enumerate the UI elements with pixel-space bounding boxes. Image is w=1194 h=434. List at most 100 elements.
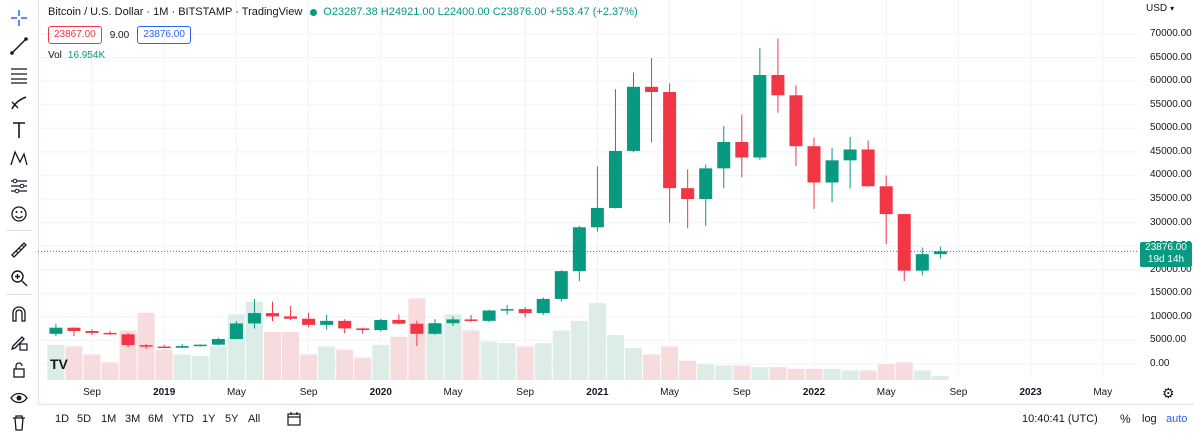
candle (67, 327, 81, 337)
candle (771, 38, 785, 113)
candle (735, 114, 749, 178)
candle (247, 298, 261, 329)
zoom-in-icon[interactable] (7, 266, 31, 290)
trash-icon[interactable] (7, 410, 31, 434)
period-button[interactable]: 1M (101, 413, 117, 425)
volume-bar (931, 376, 949, 380)
volume-bar (751, 367, 769, 380)
time-tick-label: Sep (732, 387, 751, 398)
candle (482, 309, 496, 323)
candle (753, 48, 767, 160)
volume-bar (588, 303, 606, 380)
candle-body (825, 160, 839, 183)
price-tick-label: 15000.00 (1150, 287, 1192, 299)
candle (915, 247, 929, 276)
candle-body (645, 86, 659, 92)
candle (193, 344, 207, 347)
volume-bar (282, 332, 300, 380)
crosshair-icon[interactable] (7, 6, 31, 30)
time-tick-label: May (1093, 387, 1113, 398)
candle (663, 83, 677, 223)
time-tick-label: Sep (299, 387, 318, 398)
candle-body (608, 150, 622, 208)
trend-line-icon[interactable] (7, 34, 31, 58)
candle (843, 136, 857, 189)
time-tick-label: 2019 (153, 387, 176, 398)
period-button[interactable]: 3M (125, 413, 141, 425)
period-button[interactable]: 5D (77, 413, 92, 425)
time-tick-label: Sep (83, 387, 101, 398)
date-range-icon[interactable] (286, 411, 302, 432)
price-tick-label: 10000.00 (1150, 310, 1192, 322)
candle-body (464, 319, 478, 321)
candle-body (392, 319, 406, 324)
candle (392, 314, 406, 325)
volume-bar (913, 370, 931, 380)
candle-body (897, 214, 911, 271)
volume-bar (859, 370, 877, 380)
lock-icon[interactable] (7, 358, 31, 382)
drawing-toolbar (0, 0, 39, 432)
magnet-icon[interactable] (7, 302, 31, 326)
candle (789, 85, 803, 166)
volume-value: 16.954K (67, 50, 106, 61)
candle-body (807, 146, 821, 183)
candle-body (915, 254, 929, 271)
period-button[interactable]: All (248, 413, 261, 425)
pattern-icon[interactable] (7, 146, 31, 170)
period-button[interactable]: 1Y (202, 413, 216, 425)
volume-bar (173, 354, 191, 380)
smiley-icon[interactable] (7, 202, 31, 226)
candle (356, 327, 370, 334)
fib-retracement-icon[interactable] (7, 62, 31, 86)
brush-icon[interactable] (7, 90, 31, 114)
sell-button[interactable]: 23867.00 (48, 26, 102, 44)
symbol-title[interactable]: Bitcoin / U.S. Dollar · 1M · BITSTAMP · … (48, 6, 303, 18)
candle-body (121, 334, 135, 346)
candle-body (843, 149, 857, 161)
candle (608, 89, 622, 209)
candle (897, 213, 911, 282)
candle-body (374, 319, 388, 331)
eye-icon[interactable] (7, 386, 31, 410)
candle (717, 125, 731, 189)
lock-pencil-icon[interactable] (7, 330, 31, 354)
gear-icon[interactable]: ⚙ (1162, 385, 1175, 401)
period-button[interactable]: 6M (148, 413, 164, 425)
candle (103, 331, 117, 335)
volume-bar (264, 332, 281, 380)
bar-countdown: 19d 14h (1147, 254, 1185, 266)
candle (121, 332, 135, 348)
volume-bar (715, 365, 733, 380)
prediction-icon[interactable] (7, 174, 31, 198)
candle (266, 301, 279, 322)
period-button[interactable]: 1D (55, 413, 70, 425)
volume-bar (895, 362, 913, 380)
price-chart[interactable] (38, 0, 1138, 404)
utc-clock[interactable]: 10:40:41 (UTC) (1022, 413, 1098, 425)
auto-toggle[interactable]: auto (1166, 413, 1188, 425)
percent-toggle[interactable]: % (1120, 412, 1131, 426)
log-toggle[interactable]: log (1142, 413, 1157, 425)
volume-legend: Vol 16.954K (48, 50, 105, 61)
price-tick-label: 70000.00 (1150, 28, 1192, 39)
volume-bar (498, 343, 516, 380)
volume-bar (643, 354, 661, 380)
candle (825, 148, 839, 203)
buy-button[interactable]: 23876.00 (137, 26, 191, 44)
candle (464, 314, 478, 323)
candle (518, 306, 532, 318)
period-button[interactable]: 5Y (225, 413, 239, 425)
price-tick-label: 20000.00 (1150, 263, 1192, 275)
candle-body (320, 320, 334, 325)
ruler-icon[interactable] (7, 238, 31, 262)
candle (175, 344, 189, 348)
text-tool-icon[interactable] (7, 118, 31, 142)
currency-selector[interactable]: USD ▾ (1146, 3, 1174, 14)
volume-bar (155, 349, 173, 380)
candle-body (446, 319, 460, 324)
price-tick-label: 45000.00 (1150, 145, 1192, 157)
period-button[interactable]: YTD (172, 413, 194, 425)
ohlc-values: O23287.38 H24921.00 L22400.00 C23876.00 … (323, 6, 638, 18)
volume-bar (823, 368, 841, 380)
